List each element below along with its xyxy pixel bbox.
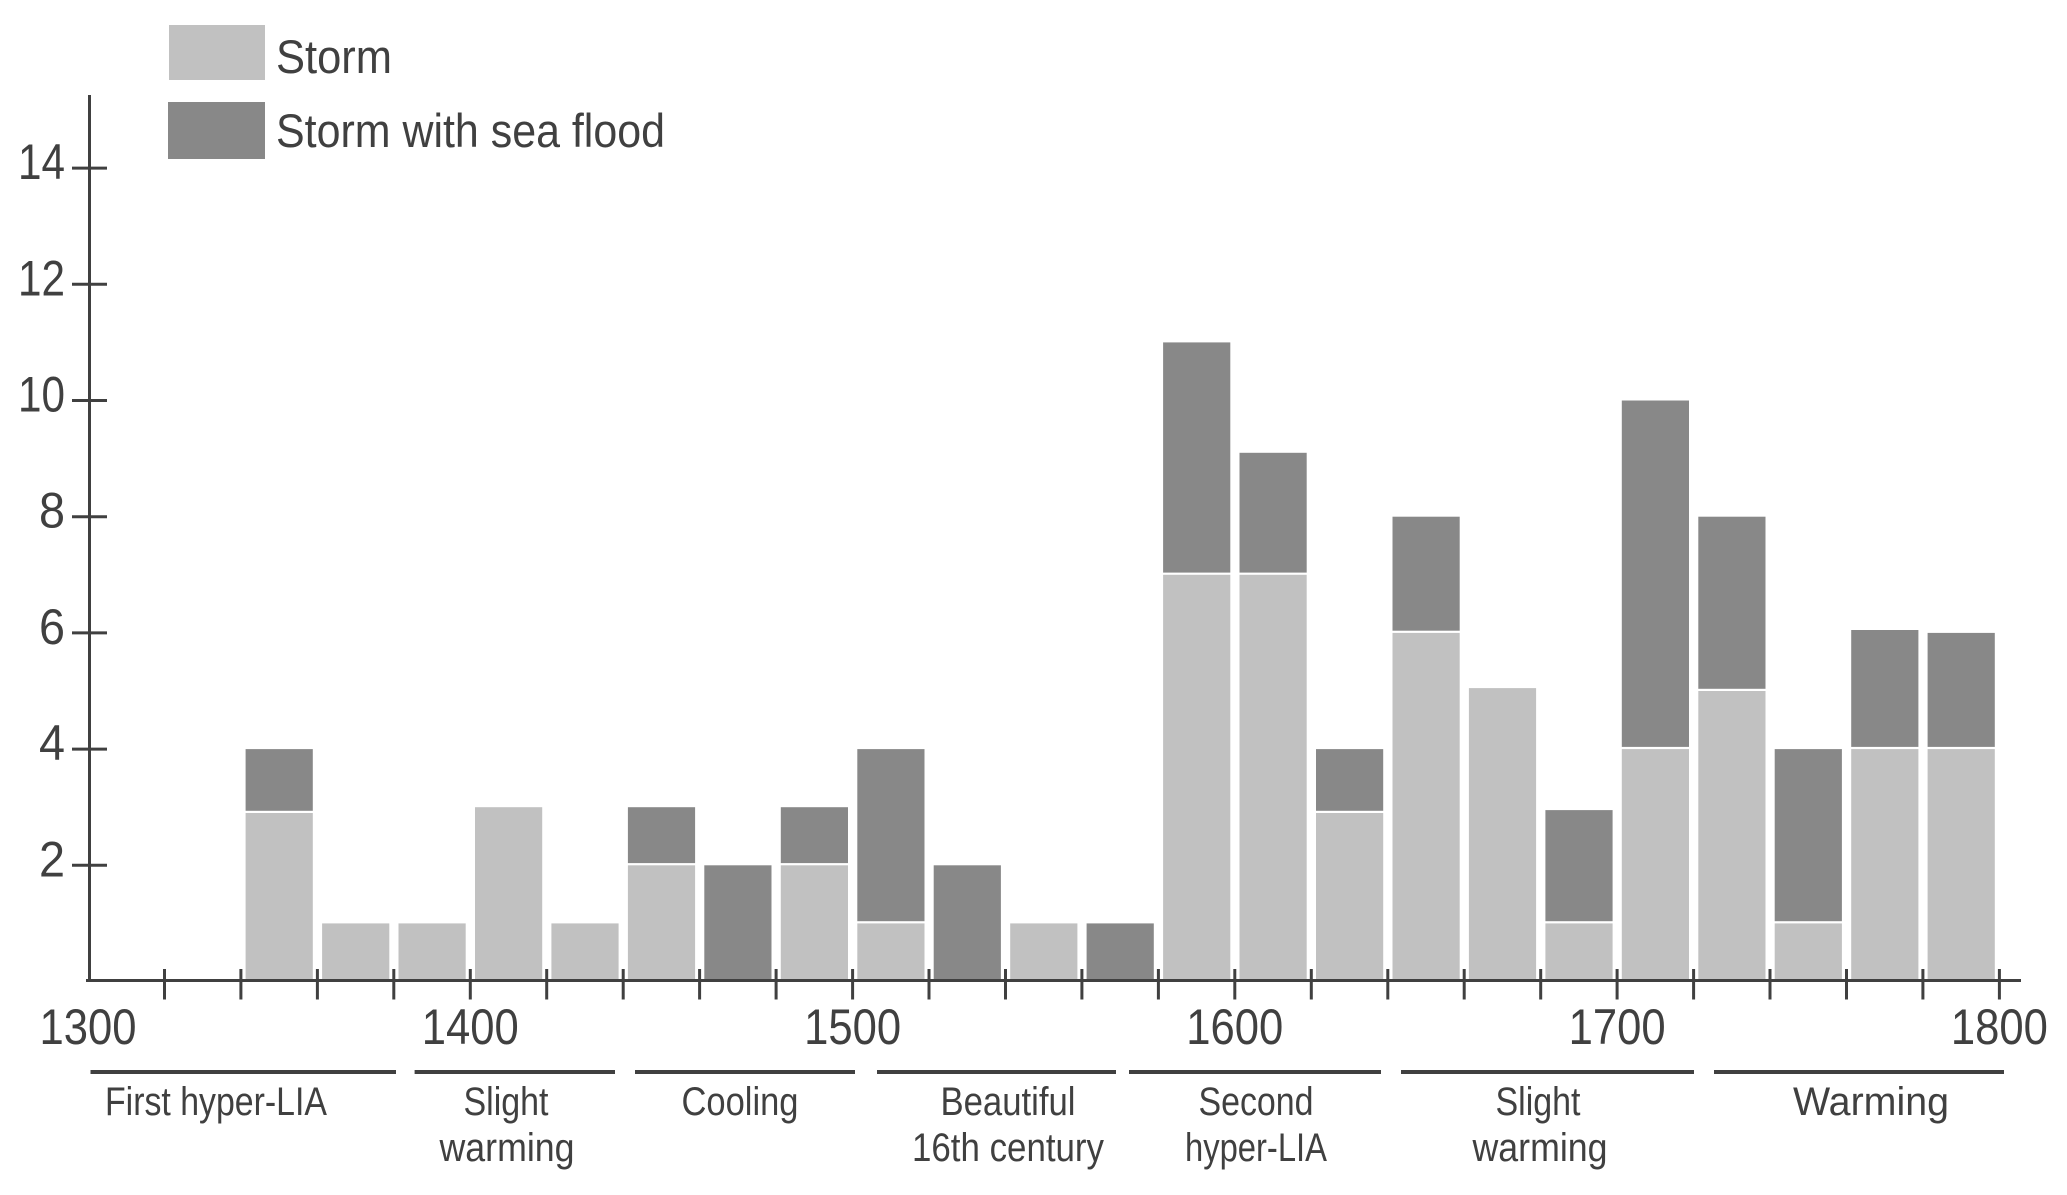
svg-text:Storm with sea flood: Storm with sea flood [276, 104, 665, 157]
svg-text:Beautiful: Beautiful [941, 1080, 1076, 1124]
svg-text:warming: warming [1472, 1126, 1608, 1170]
svg-text:10: 10 [18, 367, 65, 423]
svg-text:12: 12 [18, 250, 65, 306]
svg-text:First hyper-LIA: First hyper-LIA [105, 1080, 327, 1124]
svg-text:14: 14 [18, 134, 65, 190]
svg-text:1400: 1400 [422, 999, 519, 1055]
svg-text:Slight: Slight [1496, 1080, 1581, 1124]
svg-text:1300: 1300 [40, 999, 137, 1055]
svg-text:Storm: Storm [276, 30, 392, 83]
svg-text:2: 2 [39, 831, 65, 887]
svg-text:Slight: Slight [464, 1080, 549, 1124]
svg-text:6: 6 [39, 599, 65, 655]
svg-text:hyper-LIA: hyper-LIA [1185, 1126, 1327, 1170]
svg-text:1700: 1700 [1569, 999, 1666, 1055]
svg-text:16th century: 16th century [912, 1126, 1104, 1170]
svg-text:8: 8 [39, 483, 65, 539]
svg-text:1600: 1600 [1186, 999, 1283, 1055]
svg-text:1800: 1800 [1951, 999, 2048, 1055]
svg-text:Second: Second [1199, 1080, 1314, 1124]
svg-text:4: 4 [39, 715, 65, 771]
svg-text:Warming: Warming [1793, 1080, 1949, 1124]
svg-text:1500: 1500 [804, 999, 901, 1055]
svg-text:warming: warming [439, 1126, 575, 1170]
svg-text:Cooling: Cooling [682, 1080, 799, 1124]
